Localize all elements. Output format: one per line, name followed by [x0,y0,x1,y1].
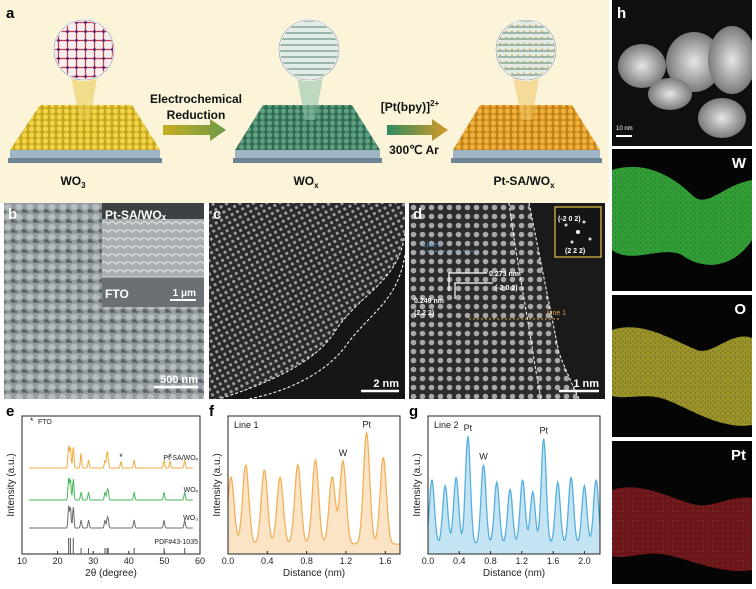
plot-frame [227,415,401,555]
x-tick-label: 50 [159,556,169,566]
d-spacing-2-hkl: (2 2 2) [414,310,434,317]
x-tick-label: 1.6 [547,556,560,566]
inset-title: Pt-SA/WOₓ [105,208,167,222]
panel-label-g: g [409,403,419,420]
panel-label-a: a [6,5,15,22]
xrd-series-line [29,445,193,469]
fft-label-a: (-2 0 2) [558,216,581,223]
peak-annotation: Pt [362,419,371,429]
peak-annotation: W [479,452,488,462]
xrd-series-label: Pt-SA/WOₓ [163,455,198,462]
wox-film [233,19,382,163]
haadf-image-d: (-2 0 2) (2 2 2) Line 2 Line 1 0.273 nm … [409,203,605,399]
step1-line2: Reduction [167,108,226,122]
eds-maps: 10 nm W O Pt h [612,0,752,584]
peak-annotation: Pt [539,426,548,436]
line1-profile-chart: W Pt Line 1 0.0 0.4 0.8 1.2 1.6 Distance (nm) Int… [212,415,401,579]
x-tick-label: 0.4 [453,556,466,566]
x-axis-label: 2θ (degree) [85,568,137,579]
inset-substrate-label: FTO [105,287,129,301]
plot-frame [427,415,601,555]
fto-marker: * [119,452,123,462]
panel-label-f: f [209,403,214,420]
xrd-series-label: WO₃ [183,515,198,522]
label-pt-sa-wox: Pt-SA/WOx [493,174,555,190]
haadf-image-c: 2 nm c [209,203,405,399]
legend-marker: * [30,416,34,426]
xrd-chart: 10 20 30 40 50 60 2θ (degree) Intensity (a.u.) P… [6,415,205,579]
panel-label-c: c [213,206,222,223]
y-axis-label: Intensity (a.u.) [6,453,17,516]
x-tick-label: 0.4 [261,556,274,566]
xrd-series-line [29,477,193,501]
fft-label-b: (2 2 2) [565,248,585,255]
x-tick-label: 60 [195,556,205,566]
x-tick-label: 0.0 [222,556,235,566]
x-tick-label: 1.2 [340,556,353,566]
x-tick-label: 30 [88,556,98,566]
d-spacing-1: 0.273 nm [489,271,519,278]
profile-title: Line 1 [234,420,259,430]
step2-line1: [Pt(bpy)]2+ [381,99,440,114]
peak-annotation: Pt [464,423,473,433]
x-tick-label: 10 [17,556,27,566]
pt-sa-wox-film [451,19,602,163]
profile-area [428,436,600,554]
sem-cross-section-inset [102,203,204,307]
x-tick-label: 20 [53,556,63,566]
label-wox: WOx [293,174,319,190]
x-tick-label: 0.0 [422,556,435,566]
wo3-film [8,19,162,163]
legend-fto-label: FTO [38,419,52,426]
panel-label-h: h [617,5,627,22]
xrd-series-line [29,505,193,529]
profile-title: Line 2 [434,420,459,430]
y-axis-label: Intensity (a.u.) [212,453,223,516]
x-tick-label: 1.2 [516,556,529,566]
panel-label-d: d [413,206,423,223]
profile-area [228,432,400,554]
panel-label-b: b [8,206,18,223]
profile-line [227,430,400,545]
reference-label: PDF#43-1035 [154,539,198,546]
inset-scale-label: 1 μm [173,288,196,299]
x-tick-label: 0.8 [300,556,313,566]
line1-label: Line 1 [547,310,566,317]
eds-label-w: W [732,155,747,172]
eds-label-pt: Pt [731,447,746,464]
label-wo3: WO3 [60,174,86,190]
step1-line1: Electrochemical [150,92,242,106]
step2-line2: 300℃ Ar [389,143,439,157]
panel-label-e: e [6,403,15,420]
x-tick-label: 40 [124,556,134,566]
plot-frame [21,415,201,555]
scale-label-h: 10 nm [616,126,633,132]
sem-image: Pt-SA/WOₓ FTO 1 μm 500 nm b [4,203,204,399]
eds-label-o: O [734,301,746,318]
scale-label-c: 2 nm [373,378,399,390]
x-tick-label: 1.6 [379,556,392,566]
scale-label-d: 1 nm [573,378,599,390]
line2-label: Line 2 [423,242,442,249]
y-axis-label: Intensity (a.u.) [412,453,423,516]
profile-line [427,436,601,544]
scale-label: 500 nm [160,374,198,386]
peak-annotation: W [339,448,348,458]
x-axis-label: Distance (nm) [483,568,545,579]
fft-inset [554,206,602,258]
arrow-reduction [163,119,226,141]
xrd-series-label: WOₓ [184,487,199,494]
d-spacing-2: 0.249 nm [414,298,444,305]
x-tick-label: 0.8 [484,556,497,566]
x-axis-label: Distance (nm) [283,568,345,579]
schematic-panel: a [0,0,609,203]
fto-marker: * [168,452,172,462]
arrow-pt-loading [387,119,448,141]
d-spacing-1-hkl: (-2 0 2) [495,285,518,292]
x-tick-label: 2.0 [578,556,591,566]
line2-profile-chart: Pt W Pt Line 2 0.0 0.4 0.8 1.2 1.6 2.0 Distance (n… [412,415,601,579]
